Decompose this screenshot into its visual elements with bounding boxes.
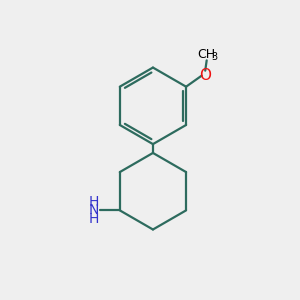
- Text: H: H: [89, 212, 99, 226]
- Text: 3: 3: [211, 52, 217, 61]
- Text: CH: CH: [198, 48, 216, 61]
- Text: H: H: [89, 195, 99, 209]
- Text: N: N: [89, 203, 99, 218]
- Text: O: O: [199, 68, 211, 83]
